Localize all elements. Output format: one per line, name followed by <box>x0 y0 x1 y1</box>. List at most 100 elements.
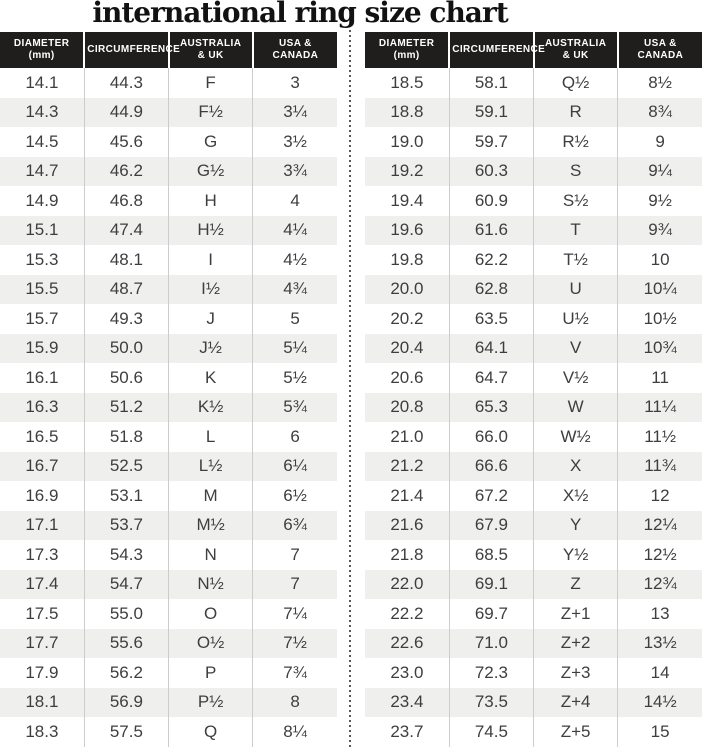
table-cell: 4¾ <box>252 274 337 304</box>
table-cell: K½ <box>167 392 253 422</box>
table-cell: T <box>532 215 618 245</box>
table-cell: 53.1 <box>83 481 169 511</box>
table-cell: 20.0 <box>365 274 450 304</box>
table-cell: 60.9 <box>448 186 534 216</box>
table-cell: Q½ <box>532 68 618 98</box>
table-cell: M <box>167 481 253 511</box>
table-cell: 5 <box>252 304 337 334</box>
table-cell: 16.9 <box>0 481 85 511</box>
table-cell: 7½ <box>252 628 337 658</box>
column-header-label: CANADA <box>272 50 319 61</box>
table-cell: G <box>167 127 253 157</box>
ring-size-table: DIAMETER (mm) CIRCUMFERENCE AUSTRALIA & … <box>365 32 702 747</box>
table-cell: 21.6 <box>365 510 450 540</box>
table-cell: S½ <box>532 186 618 216</box>
table-cell: V <box>532 333 618 363</box>
table-row: 21.8 68.5 Y½ 12½ <box>365 540 702 570</box>
table-cell: 20.6 <box>365 363 450 393</box>
table-cell: G½ <box>167 156 253 186</box>
column-header-label: USA & <box>279 38 312 49</box>
table-row: 15.1 47.4 H½ 4¼ <box>0 215 337 245</box>
dotted-divider <box>349 30 351 747</box>
table-cell: 15 <box>617 717 702 747</box>
table-cell: 10¼ <box>617 274 702 304</box>
table-body-right: 18.5 58.1 Q½ 8½ 18.8 59.1 R 8¾ 19.0 59.7 R½ 9 19.2 60… <box>365 68 702 747</box>
table-cell: 50.0 <box>83 333 169 363</box>
table-cell: 9½ <box>617 186 702 216</box>
column-header-label: CIRCUMFERENCE <box>87 44 181 55</box>
table-cell: 19.8 <box>365 245 450 275</box>
table-cell: 23.7 <box>365 717 450 747</box>
table-cell: 11¾ <box>617 451 702 481</box>
table-cell: 17.5 <box>0 599 85 629</box>
table-cell: 21.2 <box>365 451 450 481</box>
table-cell: 72.3 <box>448 658 534 688</box>
table-cell: 67.9 <box>448 510 534 540</box>
table-cell: J <box>167 304 253 334</box>
table-cell: 59.1 <box>448 97 534 127</box>
table-cell: 12¾ <box>617 569 702 599</box>
table-cell: 50.6 <box>83 363 169 393</box>
table-cell: 10½ <box>617 304 702 334</box>
table-cell: 54.3 <box>83 540 169 570</box>
table-cell: 55.0 <box>83 599 169 629</box>
table-cell: 44.9 <box>83 97 169 127</box>
table-cell: 18.5 <box>365 68 450 98</box>
table-cell: 63.5 <box>448 304 534 334</box>
table-row: 23.0 72.3 Z+3 14 <box>365 658 702 688</box>
table-row: 16.3 51.2 K½ 5¾ <box>0 392 337 422</box>
table-cell: 46.8 <box>83 186 169 216</box>
table-cell: F <box>167 68 253 98</box>
column-header-label: & UK <box>562 50 589 61</box>
table-cell: 12½ <box>617 540 702 570</box>
table-cell: 60.3 <box>448 156 534 186</box>
column-header-usa-canada: USA & CANADA <box>251 32 337 68</box>
table-cell: I½ <box>167 274 253 304</box>
table-cell: 19.6 <box>365 215 450 245</box>
table-cell: 5¼ <box>252 333 337 363</box>
table-row: 16.9 53.1 M 6½ <box>0 481 337 511</box>
table-cell: 20.2 <box>365 304 450 334</box>
table-row: 17.4 54.7 N½ 7 <box>0 569 337 599</box>
table-row: 21.2 66.6 X 11¾ <box>365 451 702 481</box>
table-row: 20.0 62.8 U 10¼ <box>365 274 702 304</box>
table-cell: 23.0 <box>365 658 450 688</box>
table-cell: 4 <box>252 186 337 216</box>
table-cell: 65.3 <box>448 392 534 422</box>
table-cell: 6¼ <box>252 451 337 481</box>
table-cell: 17.4 <box>0 569 85 599</box>
table-row: 15.9 50.0 J½ 5¼ <box>0 333 337 363</box>
table-cell: 20.8 <box>365 392 450 422</box>
table-cell: 15.1 <box>0 215 85 245</box>
table-cell: 15.3 <box>0 245 85 275</box>
ring-size-table-left: DIAMETER (mm) CIRCUMFERENCE AUSTRALIA & … <box>0 32 337 747</box>
table-cell: 12¼ <box>617 510 702 540</box>
table-cell: 58.1 <box>448 68 534 98</box>
table-cell: 71.0 <box>448 628 534 658</box>
table-cell: Y <box>532 510 618 540</box>
table-cell: Y½ <box>532 540 618 570</box>
ring-size-table: DIAMETER (mm) CIRCUMFERENCE AUSTRALIA & … <box>0 32 337 747</box>
table-row: 18.5 58.1 Q½ 8½ <box>365 68 702 98</box>
table-cell: 17.3 <box>0 540 85 570</box>
table-row: 17.3 54.3 N 7 <box>0 540 337 570</box>
table-row: 16.1 50.6 K 5½ <box>0 363 337 393</box>
table-row: 18.1 56.9 P½ 8 <box>0 687 337 717</box>
table-cell: Q <box>167 717 253 747</box>
table-cell: R½ <box>532 127 618 157</box>
column-header-label: AUSTRALIA <box>179 38 242 49</box>
table-cell: 14.5 <box>0 127 85 157</box>
table-cell: 7 <box>252 569 337 599</box>
column-header-label: & UK <box>197 50 224 61</box>
table-cell: P <box>167 658 253 688</box>
table-row: 14.3 44.9 F½ 3¼ <box>0 97 337 127</box>
table-cell: 53.7 <box>83 510 169 540</box>
table-cell: 48.7 <box>83 274 169 304</box>
table-cell: 56.9 <box>83 687 169 717</box>
table-cell: Z+2 <box>532 628 618 658</box>
table-cell: 49.3 <box>83 304 169 334</box>
table-cell: M½ <box>167 510 253 540</box>
table-cell: 3¾ <box>252 156 337 186</box>
table-cell: 6½ <box>252 481 337 511</box>
